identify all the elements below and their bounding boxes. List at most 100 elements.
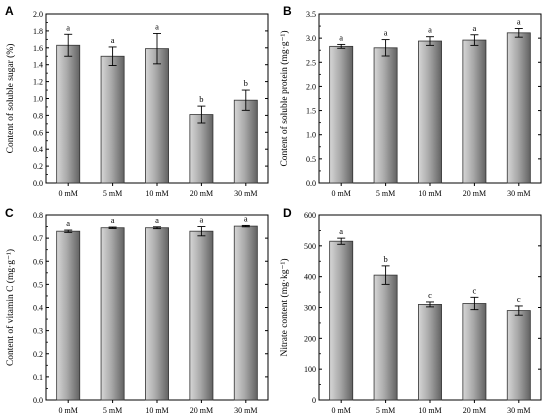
bar — [189, 114, 214, 184]
x-tick-label: 30 mM — [234, 406, 257, 415]
panel-letter: C — [5, 206, 14, 220]
bar — [189, 230, 214, 401]
significance-letter: a — [339, 32, 343, 42]
x-tick-label: 10 mM — [418, 189, 441, 198]
chart-panel-b: B 0.0 0.5 1.0 1.5 2.0 2.5 3.0 3.5 Content of solu… — [279, 4, 542, 198]
significance-letter: a — [200, 215, 204, 225]
x-tick-label: 0 mM — [59, 189, 78, 198]
bar — [56, 44, 81, 184]
y-tick-label: 600 — [304, 211, 316, 220]
y-tick-label: 0.2 — [33, 350, 43, 359]
y-tick-label: 0.0 — [306, 179, 316, 188]
chart-panel-a: A 0.0 0.2 0.4 0.6 0.8 1.0 1.2 1.4 1.6 1.8 2.0 Conten… — [5, 4, 269, 198]
significance-letter: c — [428, 290, 432, 300]
panel-letter: B — [283, 4, 292, 18]
x-tick-label: 5 mM — [103, 189, 122, 198]
y-tick-label: 1.5 — [306, 107, 316, 116]
chart-panel-c: C 0.0 0.1 0.2 0.3 0.4 0.5 0.6 0.7 0.8 Content of v… — [5, 206, 269, 415]
bar — [373, 274, 398, 401]
bar — [462, 39, 487, 184]
significance-letter: a — [428, 25, 432, 35]
x-tick-label: 20 mM — [463, 189, 486, 198]
bar — [418, 40, 442, 184]
significance-letter: a — [155, 21, 159, 31]
x-tick-label: 5 mM — [103, 406, 122, 415]
y-tick-label: 0.2 — [33, 162, 43, 171]
significance-letter: a — [111, 35, 115, 45]
bar — [418, 304, 442, 401]
bar — [506, 32, 531, 184]
x-tick-label: 10 mM — [145, 406, 168, 415]
x-tick-label: 10 mM — [418, 406, 441, 415]
x-tick-label: 5 mM — [376, 189, 395, 198]
y-tick-label: 0.4 — [33, 304, 43, 313]
y-tick-label: 0.5 — [33, 280, 43, 289]
significance-letter: c — [517, 294, 521, 304]
x-tick-label: 5 mM — [376, 406, 395, 415]
y-tick-label: 0.6 — [33, 257, 43, 266]
bar — [329, 45, 354, 184]
y-tick-label: 400 — [304, 273, 316, 282]
y-tick-label: 200 — [304, 334, 316, 343]
significance-letter: a — [339, 226, 343, 236]
y-tick-label: 1.4 — [33, 61, 43, 70]
y-tick-label: 2.5 — [306, 58, 316, 67]
significance-letter: a — [66, 218, 70, 228]
y-tick-label: 0.0 — [33, 396, 43, 405]
y-axis-label: Content of vitamin C (mg·g⁻¹) — [5, 249, 16, 366]
y-tick-label: 0.5 — [306, 155, 316, 164]
y-tick-label: 0.6 — [33, 128, 43, 137]
panel-letter: A — [5, 4, 14, 18]
y-tick-label: 1.8 — [33, 27, 43, 36]
y-axis-label: Content of soluble protein (mg·g⁻¹) — [279, 30, 290, 166]
significance-letter: b — [244, 78, 248, 88]
y-tick-label: 1.0 — [306, 131, 316, 140]
y-tick-label: 3.5 — [306, 10, 316, 19]
y-tick-label: 0.1 — [33, 373, 43, 382]
x-tick-label: 20 mM — [190, 189, 213, 198]
bar — [233, 225, 258, 401]
bar — [233, 99, 258, 184]
y-tick-label: 1.2 — [33, 78, 43, 87]
x-tick-label: 20 mM — [190, 406, 213, 415]
y-tick-label: 1.6 — [33, 44, 43, 53]
y-tick-label: 1.0 — [33, 95, 43, 104]
bar — [100, 227, 125, 401]
y-tick-label: 0.4 — [33, 145, 43, 154]
panel-letter: D — [283, 206, 292, 220]
significance-letter: a — [111, 215, 115, 225]
significance-letter: a — [66, 22, 70, 32]
y-tick-label: 2.0 — [33, 10, 43, 19]
significance-letter: a — [155, 215, 159, 225]
significance-letter: c — [473, 285, 477, 295]
bar — [506, 310, 531, 401]
bar — [145, 48, 169, 184]
x-tick-label: 10 mM — [145, 189, 168, 198]
bar — [329, 240, 354, 401]
y-tick-label: 2.0 — [306, 82, 316, 91]
significance-letter: a — [384, 28, 388, 38]
significance-letter: a — [473, 23, 477, 33]
y-tick-label: 0 — [312, 396, 316, 405]
y-tick-label: 3.0 — [306, 34, 316, 43]
y-axis-label: Content of soluble sugar (%) — [5, 44, 16, 154]
significance-letter: b — [199, 94, 203, 104]
y-tick-label: 0.8 — [33, 111, 43, 120]
x-tick-label: 20 mM — [463, 406, 486, 415]
chart-panel-d: D 0 100 200 300 400 500 600 Nitrate content (mg·… — [279, 206, 542, 415]
y-axis-label: Nitrate content (mg·kg⁻¹) — [279, 258, 290, 356]
x-tick-label: 30 mM — [234, 189, 257, 198]
x-tick-label: 30 mM — [507, 189, 530, 198]
y-tick-label: 0.8 — [33, 211, 43, 220]
x-tick-label: 0 mM — [332, 406, 351, 415]
bar — [56, 230, 81, 401]
bar — [462, 303, 487, 401]
x-tick-label: 0 mM — [59, 406, 78, 415]
x-tick-label: 0 mM — [332, 189, 351, 198]
significance-letter: b — [383, 254, 387, 264]
bar — [100, 55, 125, 184]
y-tick-label: 0.3 — [33, 327, 43, 336]
y-tick-label: 0.0 — [33, 179, 43, 188]
bar — [373, 47, 398, 184]
